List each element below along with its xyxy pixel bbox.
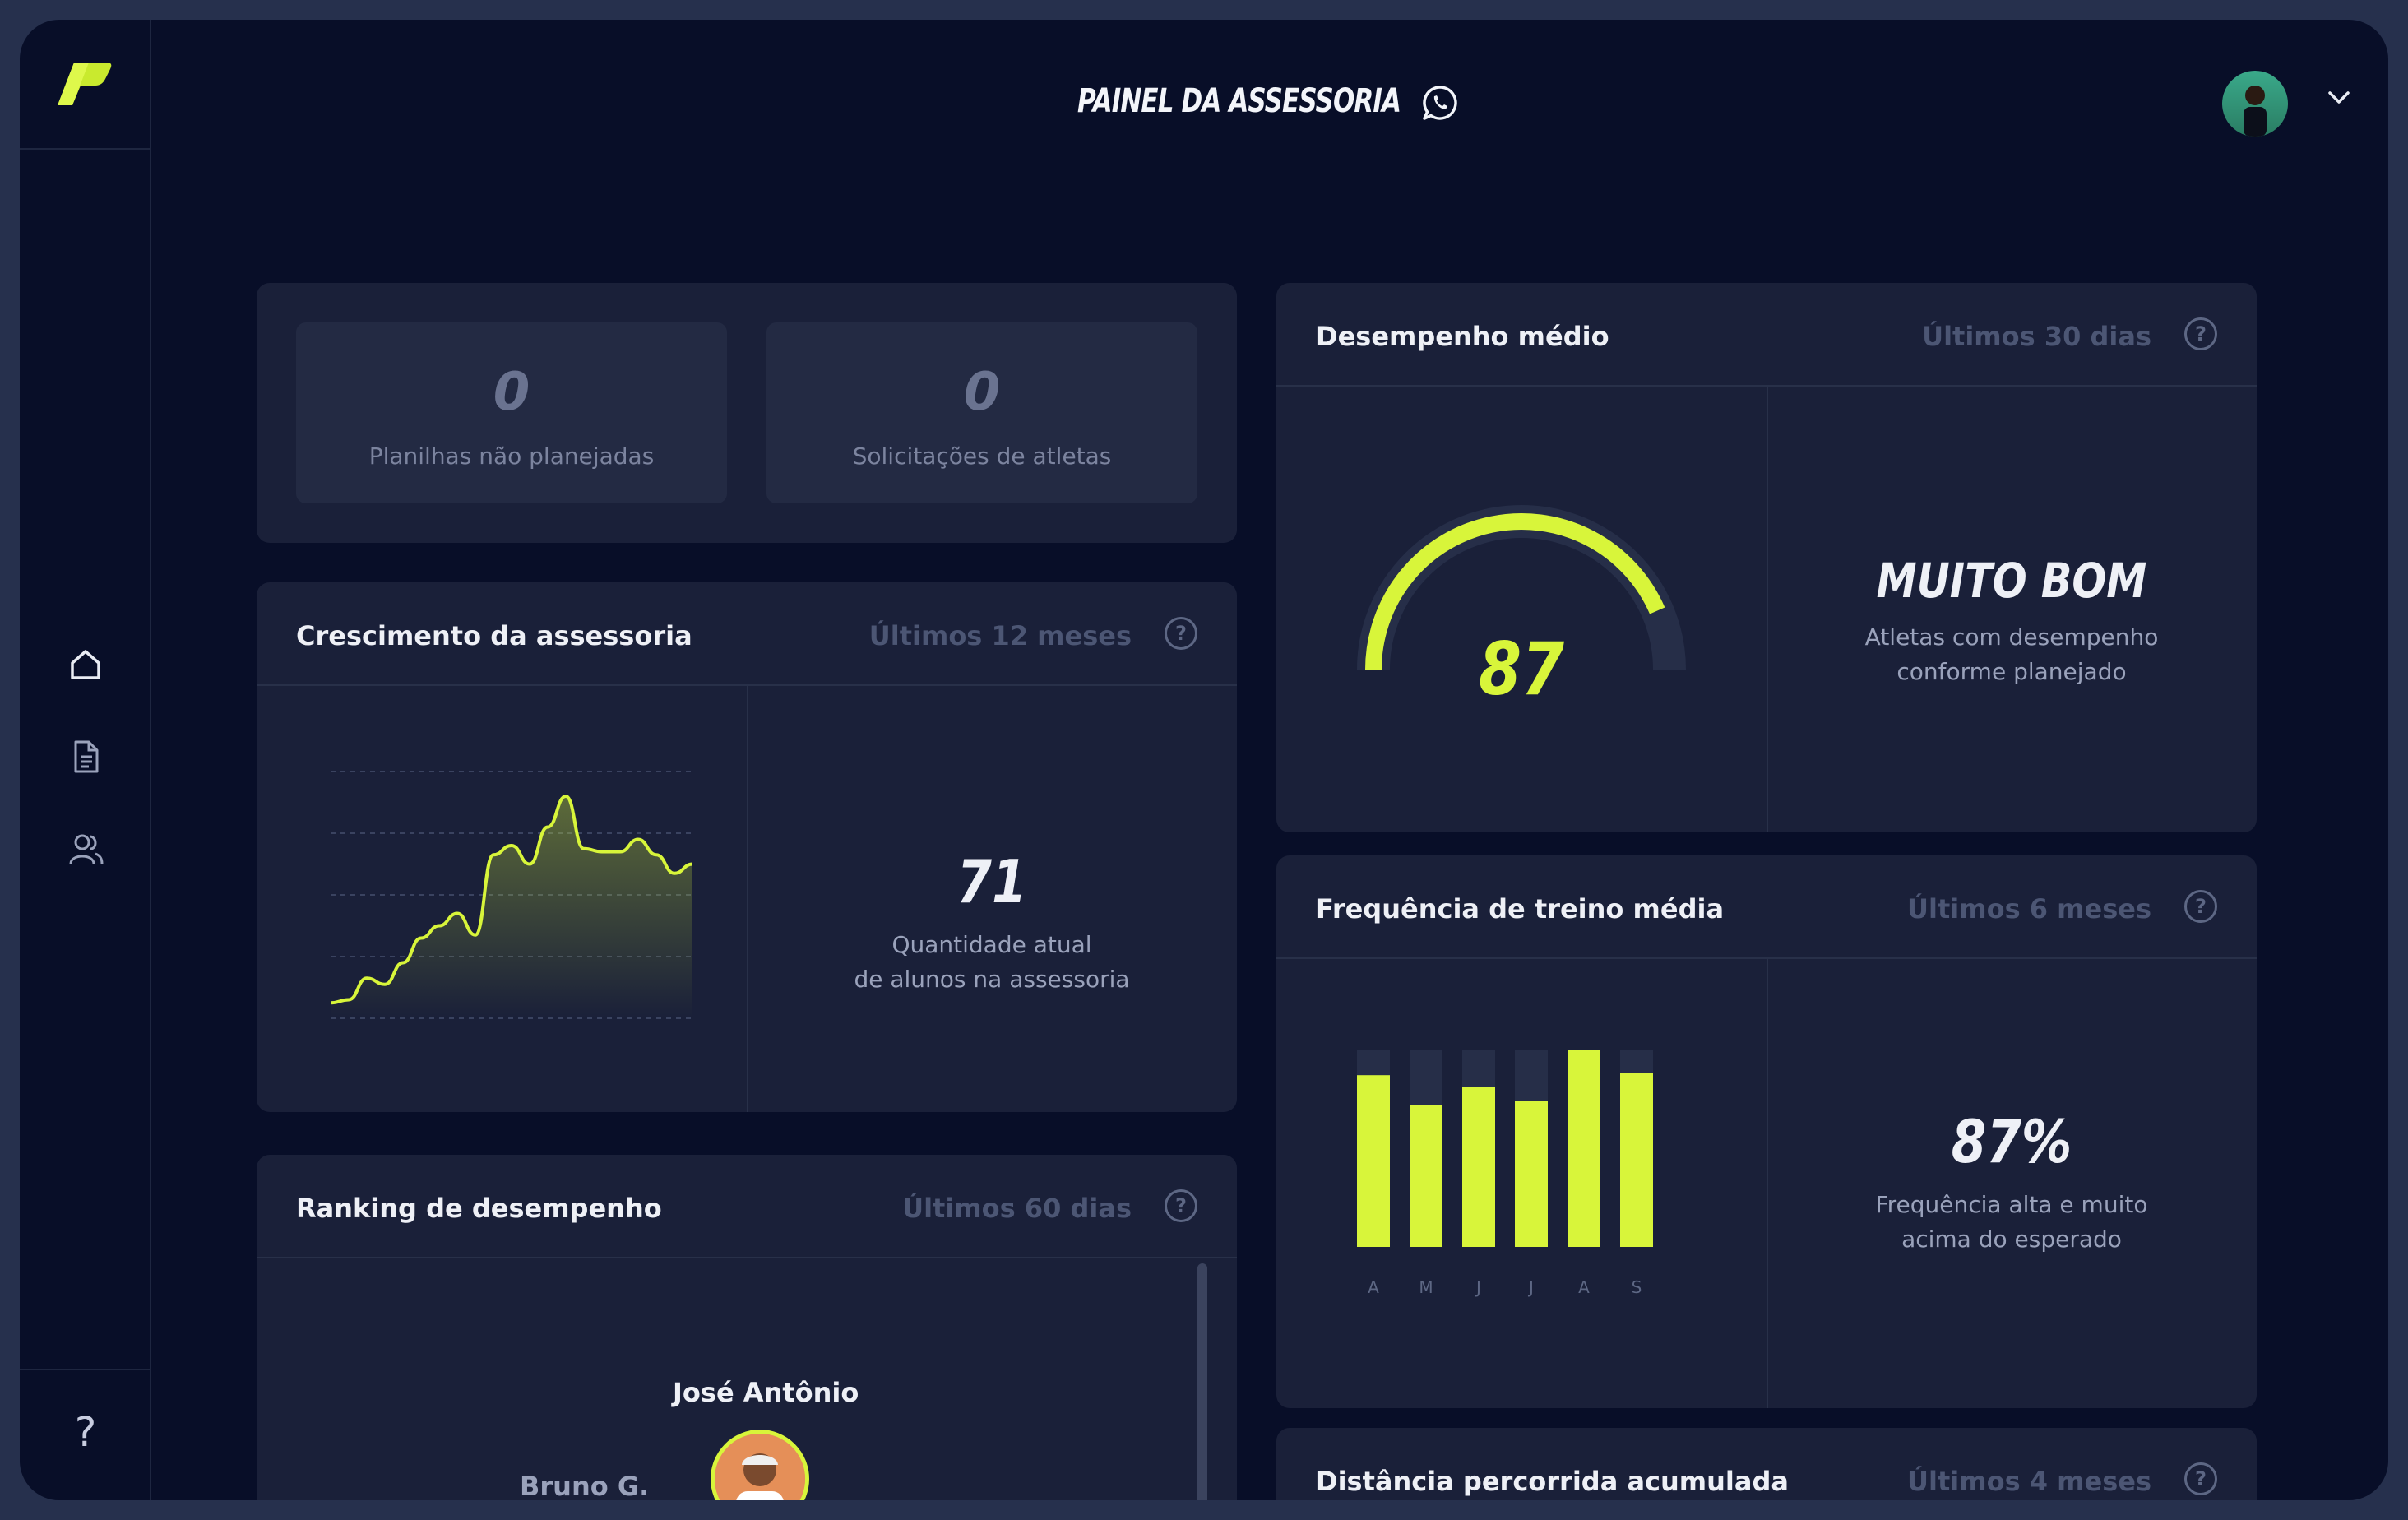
frequency-caption-2: acima do esperado [1901, 1226, 2122, 1253]
performance-card: Desempenho médio Últimos 30 dias ? 87 MU… [1276, 283, 2257, 832]
frequency-bar [1515, 1101, 1548, 1247]
logo[interactable] [20, 20, 151, 150]
frequency-card-header: Frequência de treino média Últimos 6 mes… [1276, 855, 2257, 959]
ranking-help-icon[interactable]: ? [1165, 1189, 1197, 1222]
frequency-tick-label: S [1632, 1277, 1642, 1297]
athlete-requests-value: 0 [963, 362, 1001, 423]
growth-caption-1: Quantidade atual [891, 931, 1092, 958]
frequency-bar [1462, 1087, 1495, 1247]
performance-help-icon[interactable]: ? [2184, 317, 2217, 350]
growth-line-chart [330, 771, 693, 1019]
frequency-tick-label: J [1527, 1277, 1534, 1297]
summary-card: 0 Planilhas não planejadas 0 Solicitaçõe… [257, 283, 1237, 543]
chevron-down-icon[interactable] [2327, 90, 2350, 105]
athlete-requests-label: Solicitações de atletas [852, 443, 1112, 470]
ranking-second-name: Bruno G. [520, 1471, 650, 1500]
divider [1767, 959, 1768, 1408]
page-title: PAINEL DA ASSESSORIA [1077, 82, 1401, 120]
ranking-scrollbar[interactable] [1197, 1263, 1207, 1500]
divider [1767, 387, 1768, 832]
growth-title: Crescimento da assessoria [296, 620, 692, 651]
growth-period: Últimos 12 meses [868, 620, 1132, 651]
divider [747, 686, 748, 1112]
frequency-tick-label: M [1419, 1277, 1433, 1297]
gauge-fill [1365, 513, 1665, 670]
frequency-caption-1: Frequência alta e muito [1875, 1191, 2148, 1218]
users-icon[interactable] [66, 829, 105, 869]
performance-title: Desempenho médio [1316, 321, 1609, 352]
help-button[interactable]: ? [20, 1369, 151, 1500]
distance-title: Distância percorrida acumulada [1316, 1466, 1789, 1497]
home-icon[interactable] [66, 645, 105, 684]
unplanned-sheets-label: Planilhas não planejadas [368, 443, 655, 470]
ranking-card-header: Ranking de desempenho Últimos 60 dias ? [257, 1155, 1237, 1258]
performance-rating: MUITO BOM [1876, 553, 2147, 609]
performance-score: 87 [1478, 627, 1565, 711]
distance-card-header: Distância percorrida acumulada Últimos 4… [1276, 1428, 2257, 1500]
ranking-card: Ranking de desempenho Últimos 60 dias ? … [257, 1155, 1237, 1500]
frequency-title: Frequência de treino média [1316, 893, 1725, 925]
distance-card: Distância percorrida acumulada Últimos 4… [1276, 1428, 2257, 1500]
performance-caption-2: conforme planejado [1896, 658, 2127, 685]
growth-caption-2: de alunos na assessoria [854, 966, 1130, 993]
unplanned-sheets-value: 0 [493, 362, 530, 423]
help-icon: ? [74, 1408, 97, 1456]
sidebar: ? [20, 20, 151, 1500]
performance-caption-1: Atletas com desempenho [1864, 623, 2159, 651]
logo-icon [58, 63, 112, 105]
frequency-period: Últimos 6 meses [1907, 893, 2151, 925]
performance-card-header: Desempenho médio Últimos 30 dias ? [1276, 283, 2257, 387]
user-avatar-photo [2244, 86, 2267, 137]
whatsapp-icon[interactable] [1421, 84, 1459, 122]
ranking-first-avatar[interactable] [711, 1430, 809, 1500]
ranking-period: Últimos 60 dias [902, 1193, 1132, 1224]
frequency-bar [1620, 1073, 1653, 1247]
growth-card-header: Crescimento da assessoria Últimos 12 mes… [257, 582, 1237, 686]
ranking-first-photo [715, 1434, 805, 1500]
distance-help-icon[interactable]: ? [2184, 1462, 2217, 1495]
document-icon[interactable] [66, 737, 105, 776]
unplanned-sheets-stat[interactable]: 0 Planilhas não planejadas [296, 322, 727, 503]
frequency-tick-label: A [1578, 1277, 1590, 1297]
frequency-help-icon[interactable]: ? [2184, 890, 2217, 923]
growth-line [330, 794, 693, 1005]
growth-card: Crescimento da assessoria Últimos 12 mes… [257, 582, 1237, 1112]
ranking-first-name: José Antônio [673, 1377, 859, 1408]
app-window: ? PAINEL DA ASSESSORIA 0 Planilhas não p… [20, 20, 2388, 1500]
frequency-bar [1357, 1075, 1390, 1247]
frequency-value: 87% [1951, 1107, 2072, 1176]
frequency-tick-label: J [1475, 1277, 1481, 1297]
frequency-tick-label: A [1368, 1277, 1379, 1297]
growth-value: 71 [956, 847, 1027, 916]
frequency-bar [1410, 1105, 1442, 1247]
distance-period: Últimos 4 meses [1907, 1466, 2151, 1497]
ranking-title: Ranking de desempenho [296, 1193, 662, 1224]
performance-gauge [1357, 505, 1686, 670]
athlete-requests-stat[interactable]: 0 Solicitações de atletas [766, 322, 1197, 503]
frequency-card: Frequência de treino média Últimos 6 mes… [1276, 855, 2257, 1408]
user-avatar[interactable] [2222, 71, 2288, 137]
growth-help-icon[interactable]: ? [1165, 617, 1197, 650]
performance-period: Últimos 30 dias [1922, 321, 2151, 352]
frequency-bar [1568, 1050, 1600, 1247]
